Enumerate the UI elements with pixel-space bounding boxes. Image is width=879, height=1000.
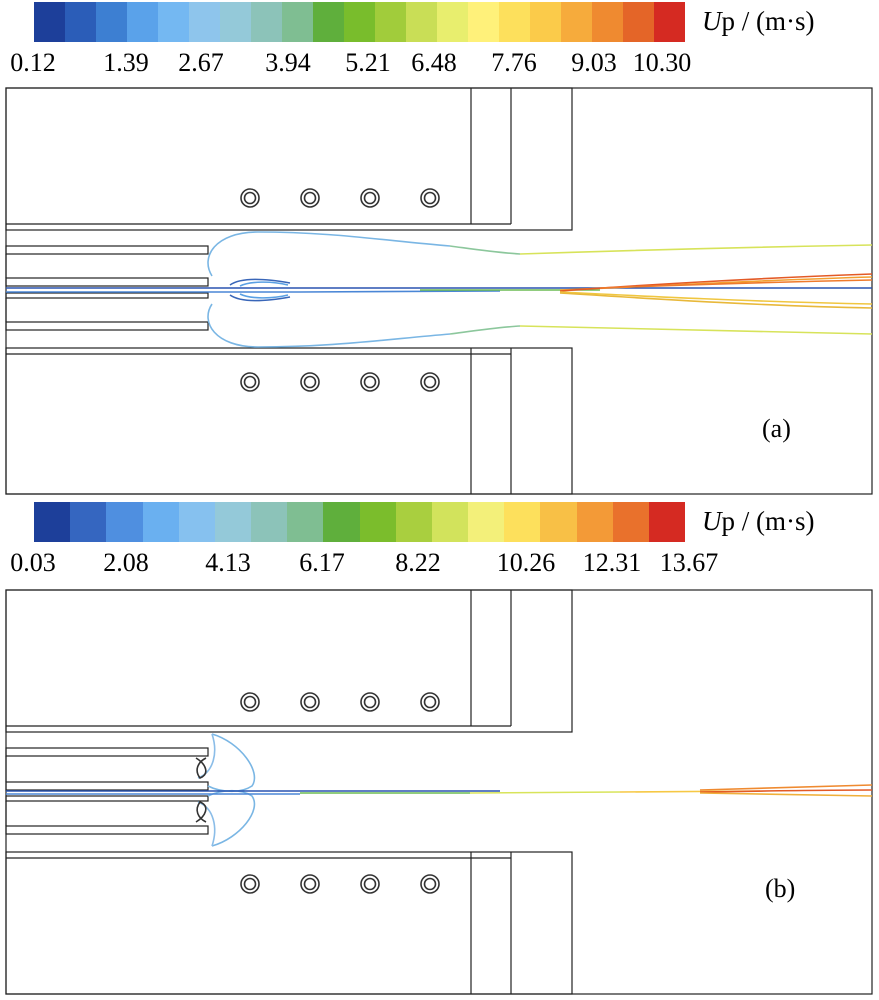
colorbar-b-tick-7: 13.67 [659, 548, 719, 577]
colorbar-b-tick-4: 8.22 [395, 548, 441, 577]
nozzle-wall-2 [5, 277, 209, 287]
nozzle-wall-1 [5, 245, 209, 255]
panel-a-label: (a) [762, 414, 791, 443]
colorbar-b-swatch-17 [648, 502, 686, 542]
colorbar-a-swatch-20 [654, 2, 685, 42]
colorbar-a-swatch-18 [592, 2, 623, 42]
colorbar-a-tick-4: 5.21 [345, 48, 391, 77]
colorbar-b-tick-1: 2.08 [103, 548, 149, 577]
colorbar-b-swatch-16 [612, 502, 649, 542]
colorbar-a-swatch-1 [65, 2, 96, 42]
panel-b: Up / (m·s) 0.03 2.08 4.13 6.17 8.22 10.2… [0, 500, 879, 998]
unit-symbol: U [702, 506, 722, 536]
lower-block [5, 851, 573, 995]
colorbar-b-swatch-4 [178, 502, 215, 542]
colorbar-a-tick-3: 3.94 [265, 48, 311, 77]
colorbar-a-swatch-0 [34, 2, 65, 42]
colorbar-a-swatch-7 [251, 2, 282, 42]
colorbar-a-tick-8: 10.30 [632, 48, 692, 77]
colorbar-a-tick-2: 2.67 [178, 48, 224, 77]
unit-symbol: U [702, 6, 722, 36]
colorbar-a-swatch-3 [127, 2, 158, 42]
unit-rest: p / (m·s) [721, 6, 815, 36]
colorbar-a-swatch-15 [499, 2, 530, 42]
colorbar-b-tick-6: 12.31 [582, 548, 642, 577]
colorbar-b [34, 502, 686, 542]
colorbar-b-swatch-10 [395, 502, 432, 542]
streamlines-b [6, 733, 873, 847]
colorbar-a-swatch-13 [437, 2, 468, 42]
colorbar-a-swatch-10 [344, 2, 375, 42]
colorbar-a-tick-1: 1.39 [103, 48, 149, 77]
colorbar-b-tick-2: 4.13 [205, 548, 251, 577]
colorbar-a-unit: Up / (m·s) [702, 2, 814, 40]
unit-rest: p / (m·s) [721, 506, 815, 536]
domain-walls-b [5, 589, 873, 995]
nozzle-wall-3 [5, 795, 209, 802]
colorbar-b-swatch-6 [251, 502, 288, 542]
colorbar-a-swatch-19 [623, 2, 654, 42]
colorbar-a-tick-7: 9.03 [571, 48, 617, 77]
nozzle-wall-3 [5, 292, 209, 299]
colorbar-b-unit: Up / (m·s) [702, 502, 814, 540]
colorbar-a-swatch-9 [313, 2, 344, 42]
colorbar-b-swatch-1 [70, 502, 107, 542]
panel-b-label: (b) [765, 874, 796, 903]
holes-b [240, 692, 440, 894]
colorbar-a [34, 2, 685, 42]
colorbar-b-swatch-7 [287, 502, 324, 542]
colorbar-b-tick-3: 6.17 [299, 548, 345, 577]
nozzle-wall-4 [5, 825, 209, 835]
colorbar-a-swatch-8 [282, 2, 313, 42]
geometry-a [5, 87, 873, 495]
colorbar-a-swatch-6 [220, 2, 251, 42]
colorbar-a-swatch-12 [406, 2, 437, 42]
colorbar-b-swatch-8 [323, 502, 360, 542]
colorbar-b-tick-0: 0.03 [10, 548, 56, 577]
colorbar-a-tick-6: 7.76 [491, 48, 537, 77]
nozzle-wall-4 [5, 321, 209, 331]
streamlines-a [6, 231, 873, 348]
colorbar-b-tick-5: 10.26 [496, 548, 556, 577]
nozzle-wall-2 [5, 781, 209, 791]
lower-block [5, 347, 573, 495]
colorbar-b-swatch-13 [504, 502, 541, 542]
holes-a [240, 188, 440, 392]
colorbar-a-swatch-2 [96, 2, 127, 42]
colorbar-a-swatch-17 [561, 2, 592, 42]
colorbar-a-tick-5: 6.48 [411, 48, 457, 77]
colorbar-b-swatch-15 [576, 502, 613, 542]
nozzle-wall-1 [5, 747, 209, 757]
panel-a: Up / (m·s) 0.12 1.39 2.67 3.94 5.21 6.48… [0, 0, 879, 498]
upper-block [5, 87, 573, 231]
colorbar-b-swatch-5 [214, 502, 252, 542]
colorbar-b-swatch-11 [431, 502, 469, 542]
colorbar-a-tick-0: 0.12 [10, 48, 56, 77]
colorbar-b-swatch-12 [468, 502, 505, 542]
colorbar-b-swatch-9 [359, 502, 396, 542]
colorbar-a-swatch-16 [530, 2, 561, 42]
colorbar-a-swatch-14 [468, 2, 499, 42]
colorbar-a-swatch-5 [189, 2, 220, 42]
upper-block [5, 589, 573, 733]
colorbar-a-swatch-11 [375, 2, 406, 42]
colorbar-b-swatch-14 [540, 502, 577, 542]
colorbar-a-swatch-4 [158, 2, 189, 42]
colorbar-b-swatch-0 [34, 502, 71, 542]
domain-walls-a [5, 87, 873, 495]
colorbar-b-swatch-3 [142, 502, 179, 542]
geometry-b [5, 589, 873, 995]
colorbar-b-swatch-2 [106, 502, 143, 542]
